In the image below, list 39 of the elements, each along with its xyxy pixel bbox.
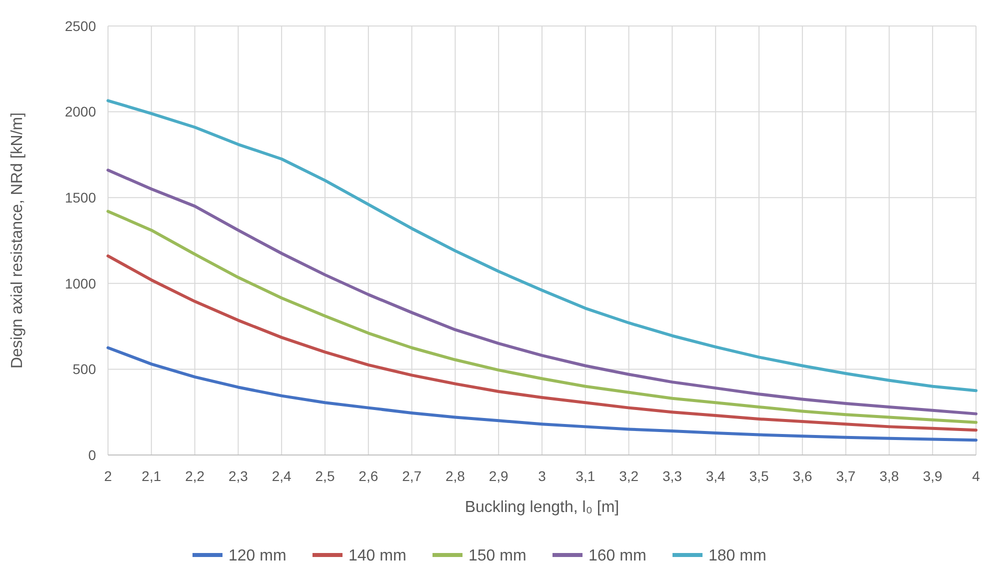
x-tick-label: 2,8	[445, 468, 466, 484]
x-tick-label: 2,1	[142, 468, 162, 484]
y-tick-label: 1500	[64, 190, 96, 206]
legend-label: 180 mm	[708, 548, 766, 565]
y-tick-label: 2000	[64, 104, 96, 120]
x-tick-label: 3,6	[792, 468, 812, 484]
x-tick-label: 3,5	[749, 468, 769, 484]
x-tick-label: 2,7	[402, 468, 422, 484]
x-tick-label: 2	[104, 468, 112, 484]
x-tick-label: 3,2	[619, 468, 639, 484]
legend-label: 160 mm	[588, 548, 646, 565]
x-tick-label: 3,3	[662, 468, 682, 484]
line-series	[106, 99, 978, 392]
x-tick-label: 3,8	[879, 468, 900, 484]
legend-label: 120 mm	[228, 548, 286, 565]
x-tick-label: 3,9	[922, 468, 943, 484]
y-axis-title: Design axial resistance, NRd [kN/m]	[9, 112, 26, 369]
x-tick-label: 3,4	[706, 468, 726, 484]
x-tick-label: 2,6	[358, 468, 378, 484]
y-tick-label: 0	[88, 446, 96, 463]
x-tick-label: 2,2	[185, 468, 205, 484]
x-tick-label: 3	[538, 468, 546, 484]
line-series	[106, 168, 978, 416]
line-series	[106, 346, 978, 442]
legend-label: 140 mm	[348, 548, 406, 565]
x-tick-label: 2,3	[228, 468, 248, 484]
x-tick-label: 2,5	[315, 468, 335, 484]
y-tick-label: 1000	[64, 275, 96, 292]
x-tick-label: 3,7	[836, 468, 856, 484]
y-tick-label: 2500	[64, 18, 96, 34]
x-tick-label: 2,9	[488, 468, 509, 484]
x-tick-label: 2,4	[272, 468, 292, 484]
legend-label: 150 mm	[468, 548, 526, 565]
x-axis-title: Buckling length, l₀ [m]	[464, 499, 620, 516]
x-tick-label: 4	[972, 468, 980, 484]
line-series	[106, 254, 978, 432]
x-tick-label: 3,1	[576, 468, 596, 484]
line-series	[106, 210, 978, 424]
y-tick-label: 500	[72, 361, 96, 378]
